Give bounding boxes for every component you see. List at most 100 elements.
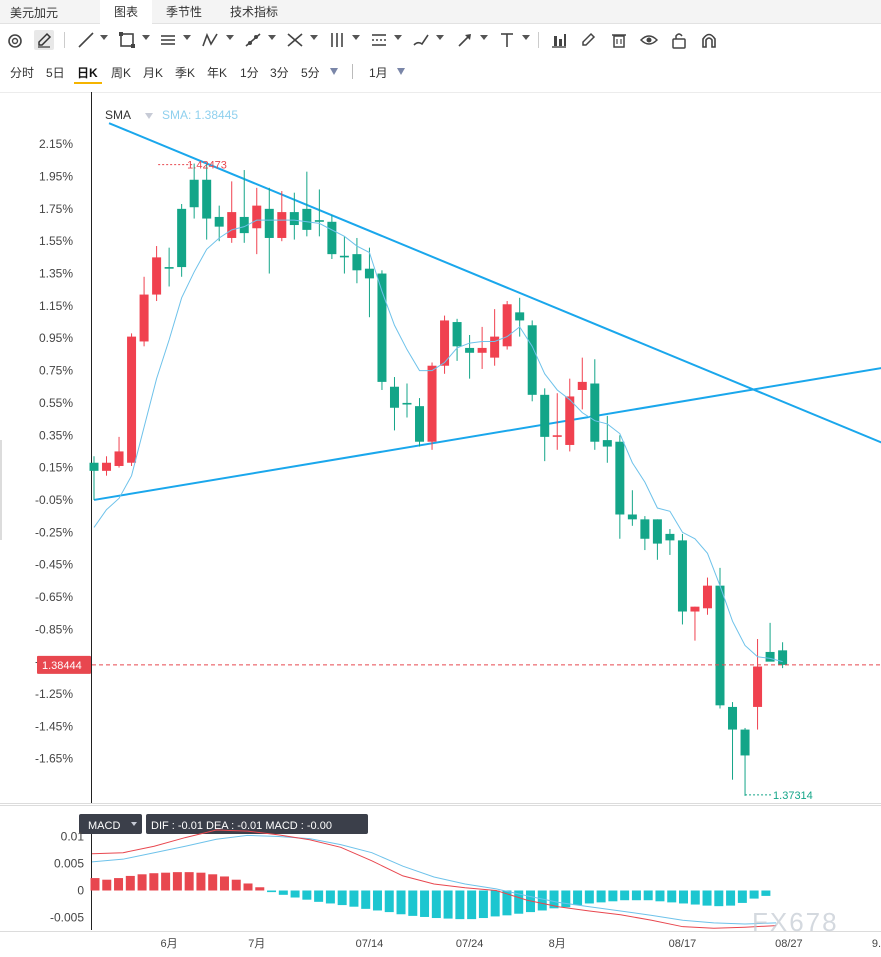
trendline-descending[interactable] xyxy=(108,122,881,448)
bar-chart-icon[interactable] xyxy=(549,30,569,50)
candle-body xyxy=(389,386,399,408)
period-monthly[interactable]: 月K xyxy=(143,66,164,80)
candlestick xyxy=(402,383,412,418)
candle-body xyxy=(640,519,650,539)
period-weekly[interactable]: 周K xyxy=(111,66,132,80)
macd-histogram-bar xyxy=(596,890,606,903)
candlestick xyxy=(615,435,625,539)
macd-tick-label: 0 xyxy=(77,884,84,898)
vertical-lines-icon[interactable] xyxy=(327,30,347,50)
macd-histogram-bar xyxy=(114,878,124,891)
candle-body xyxy=(277,212,287,238)
price-tick-label: -1.45% xyxy=(35,719,73,733)
period-5min[interactable]: 5分 xyxy=(301,66,320,80)
candlestick xyxy=(502,301,512,350)
period-intraday[interactable]: 分时 xyxy=(10,66,35,80)
target-icon[interactable] xyxy=(5,30,25,50)
eye-icon[interactable] xyxy=(639,30,659,50)
macd-histogram-bar xyxy=(655,890,665,902)
price-tick-label: 0.55% xyxy=(39,396,73,410)
price-tick-label: 1.95% xyxy=(39,170,73,184)
macd-tick-label: -0.005 xyxy=(50,911,84,925)
candlestick xyxy=(753,639,763,730)
macd-values: DIF : -0.01 DEA : -0.01 MACD : -0.00 xyxy=(151,820,332,832)
candle-body xyxy=(202,179,212,219)
macd-histogram-bar xyxy=(690,890,700,905)
chart-canvas: 2.15% 1.95% 1.75% 1.55% 1.35% 1.15% 0.95% 0.75%… xyxy=(0,92,881,950)
candle-body xyxy=(377,273,387,382)
x-axis-label: 6月 xyxy=(161,938,178,950)
candle-body xyxy=(527,325,537,395)
period-dropdown-icon[interactable] xyxy=(330,68,338,75)
period-quarterly[interactable]: 季K xyxy=(175,66,196,80)
macd-dropdown-icon[interactable] xyxy=(131,822,137,826)
candlestick xyxy=(577,357,587,410)
macd-histogram-bar xyxy=(443,890,453,919)
macd-histogram-bar xyxy=(549,890,559,909)
candle-body xyxy=(339,255,349,258)
sma-legend[interactable]: SMA xyxy=(105,108,131,122)
candlestick xyxy=(102,456,112,476)
candlestick xyxy=(427,362,437,450)
top-bar: 美元加元 图表 季节性 技术指标 xyxy=(0,0,881,24)
candle-body xyxy=(665,533,675,541)
period-5d[interactable]: 5日 xyxy=(46,66,65,80)
left-collapse-handle[interactable] xyxy=(0,440,2,540)
candlestick xyxy=(540,388,550,462)
candlestick xyxy=(252,187,262,255)
brush-icon[interactable] xyxy=(411,30,431,50)
candlestick xyxy=(415,398,425,447)
candlestick xyxy=(89,456,99,500)
candle-body xyxy=(715,585,725,706)
candlestick xyxy=(314,189,324,237)
horizontal-lines-icon[interactable] xyxy=(369,30,389,50)
tab-seasonality[interactable]: 季节性 xyxy=(166,5,203,19)
dea-line xyxy=(91,834,777,925)
tab-chart[interactable]: 图表 xyxy=(100,0,153,24)
candle-body xyxy=(765,651,775,662)
candlestick xyxy=(765,622,775,662)
magnet-icon[interactable] xyxy=(699,30,719,50)
macd-histogram-bar xyxy=(231,879,241,891)
candle-body xyxy=(440,320,450,366)
lock-icon[interactable] xyxy=(669,30,689,50)
arrow-icon[interactable] xyxy=(455,30,475,50)
candlestick xyxy=(552,393,562,450)
macd-histogram-bar xyxy=(502,890,512,916)
text-icon[interactable] xyxy=(497,30,517,50)
period-3min[interactable]: 3分 xyxy=(270,66,289,80)
range-selector[interactable]: 1月 xyxy=(369,66,388,80)
drawing-toolbar xyxy=(0,26,881,54)
tab-technical-indicators[interactable]: 技术指标 xyxy=(230,5,279,19)
candlestick xyxy=(164,247,174,287)
candle-body xyxy=(164,267,174,269)
candlestick xyxy=(389,377,399,431)
candlestick xyxy=(189,163,199,219)
pencil-active-icon[interactable] xyxy=(34,30,54,50)
rectangle-icon[interactable] xyxy=(117,30,137,50)
period-1min[interactable]: 1分 xyxy=(240,66,259,80)
candle-body xyxy=(452,322,462,347)
cross-lines-icon[interactable] xyxy=(285,30,305,50)
candlestick xyxy=(239,170,249,243)
macd-histogram-bar xyxy=(749,890,759,899)
candlestick xyxy=(227,181,237,243)
macd-legend[interactable]: MACD xyxy=(79,814,142,834)
zigzag-icon[interactable] xyxy=(200,30,220,50)
trendline-ascending[interactable] xyxy=(93,366,881,501)
edit-icon[interactable] xyxy=(578,30,598,50)
x-axis-label: 8月 xyxy=(549,938,566,950)
period-yearly[interactable]: 年K xyxy=(207,66,228,80)
period-daily[interactable]: 日K xyxy=(77,66,98,80)
candle-body xyxy=(740,729,750,756)
trash-icon[interactable] xyxy=(609,30,629,50)
price-tick-label: 1.15% xyxy=(39,299,73,313)
candle-body xyxy=(690,606,700,612)
sma-dropdown-icon[interactable] xyxy=(145,113,153,119)
macd-histogram-bar xyxy=(490,890,500,917)
macd-histogram-bar xyxy=(349,890,359,907)
line-icon[interactable] xyxy=(76,30,96,50)
range-dropdown-icon[interactable] xyxy=(397,68,405,75)
segment-icon[interactable] xyxy=(243,30,263,50)
parallel-lines-icon[interactable] xyxy=(158,30,178,50)
